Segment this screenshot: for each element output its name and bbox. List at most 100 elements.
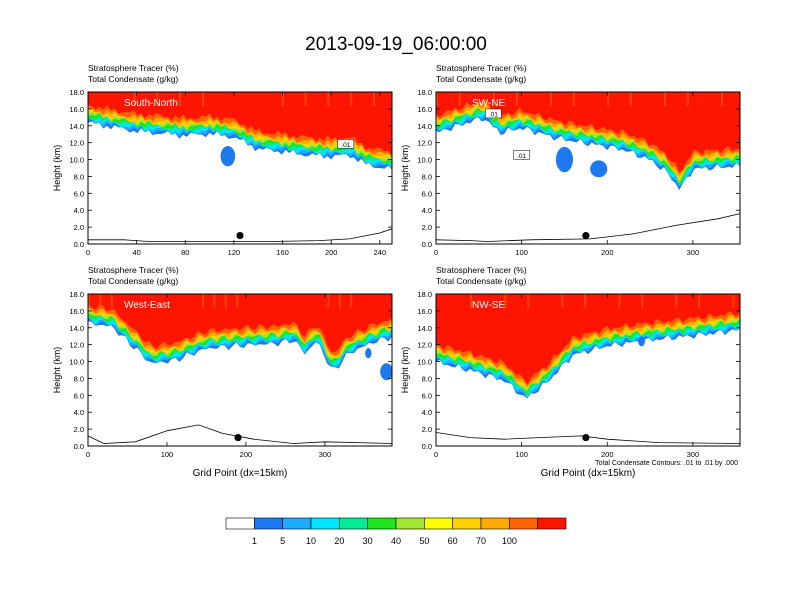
tracer-streak <box>618 294 621 308</box>
y-tick-label: 4.0 <box>74 408 84 417</box>
panel-frame <box>435 91 741 245</box>
contour-footnote: Total Condensate Contours: .01 to .01 by… <box>595 460 738 467</box>
tracer-streak <box>350 92 353 106</box>
x-tick-label: 200 <box>601 248 614 257</box>
y-tick-label: 12.0 <box>417 341 432 350</box>
colorbar-label: 100 <box>502 536 517 546</box>
contour-label-box <box>337 139 355 149</box>
tracer-streak <box>698 294 701 308</box>
colorbar-swatch <box>424 517 453 530</box>
tracer-band <box>436 294 740 385</box>
tracer-streak <box>493 92 495 106</box>
y-tick-label: 12.0 <box>69 341 84 350</box>
panel-we: West-East Stratosphere Tracer (%)Total Co… <box>52 265 393 479</box>
contour-label-text: .01 <box>489 111 498 118</box>
plot-area <box>436 294 740 444</box>
tracer-streak <box>527 294 530 308</box>
tracer-streak <box>470 294 473 308</box>
tracer-band <box>88 294 392 353</box>
y-tick-label: 8.0 <box>74 374 84 383</box>
y-tick-label: 10.0 <box>69 156 84 165</box>
y-tick-label: 2.0 <box>422 223 432 232</box>
tracer-streak <box>504 294 507 308</box>
colorbar-swatch <box>509 517 538 530</box>
contour-label-text: .01 <box>341 142 350 149</box>
y-tick-label: 10.0 <box>417 358 432 367</box>
y-tick-label: 6.0 <box>422 391 432 400</box>
colorbar-label: 5 <box>280 536 285 546</box>
colorbar-swatch <box>480 517 510 530</box>
x-tick-label: 0 <box>434 450 438 459</box>
colorbar-swatch <box>282 517 312 530</box>
y-tick-label: 4.0 <box>422 206 432 215</box>
tracer-streak <box>561 294 564 308</box>
colorbar-swatch <box>339 517 368 530</box>
x-tick-label: 100 <box>515 450 528 459</box>
y-tick-label: 18.0 <box>69 290 84 299</box>
y-tick-label: 16.0 <box>417 307 432 316</box>
y-tick-label: 0.0 <box>422 442 432 451</box>
panel-title-line1: Stratosphere Tracer (%) <box>88 63 179 73</box>
tracer-streak <box>607 92 609 106</box>
panel-frame <box>87 91 393 245</box>
panel-frame <box>435 293 741 447</box>
tracer-streak <box>327 294 330 308</box>
contour-label: .01 <box>337 139 355 149</box>
y-tick-label: 14.0 <box>69 324 84 333</box>
tracer-streak <box>224 294 227 308</box>
tracer-streak <box>664 92 666 106</box>
y-tick-label: 16.0 <box>69 105 84 114</box>
colorbar: 1 5 10 20 30 40 50 60 70 100 <box>225 517 567 546</box>
contour-label: .01 <box>513 150 530 160</box>
panel-label: West-East <box>124 300 170 311</box>
y-tick-label: 6.0 <box>74 391 84 400</box>
y-tick-label: 4.0 <box>74 206 84 215</box>
colorbar-swatch <box>452 517 482 530</box>
y-tick-label: 18.0 <box>417 290 432 299</box>
location-marker <box>236 231 244 240</box>
panel-title-line2: Total Condensate (g/kg) <box>436 276 526 286</box>
tracer-blob <box>555 146 574 173</box>
x-tick-label: 240 <box>374 248 387 257</box>
tracer-streak <box>436 92 438 106</box>
colorbar-swatch <box>254 517 283 530</box>
x-tick-label: 0 <box>434 248 438 257</box>
colorbar-label: 20 <box>334 536 344 546</box>
panel-title-line2: Total Condensate (g/kg) <box>88 74 178 84</box>
panel-swne: .01 .01 SW-NE Stratosphere Tracer (%)Total … <box>400 63 741 257</box>
colorbar-label: 30 <box>363 536 373 546</box>
colorbar-swatch <box>367 517 397 530</box>
tracer-streak <box>641 294 644 308</box>
panel-title-line1: Stratosphere Tracer (%) <box>436 265 527 275</box>
y-tick-label: 2.0 <box>74 223 84 232</box>
terrain-line <box>88 228 392 242</box>
y-axis-label: Height (km) <box>400 347 410 394</box>
panel-label: South-North <box>124 98 178 109</box>
y-tick-label: 10.0 <box>417 156 432 165</box>
x-axis-label: Grid Point (dx=15km) <box>193 468 288 479</box>
x-tick-label: 80 <box>181 248 189 257</box>
x-tick-label: 200 <box>240 450 253 459</box>
y-axis-label: Height (km) <box>400 145 410 192</box>
y-tick-label: 8.0 <box>422 374 432 383</box>
tracer-streak <box>732 294 735 308</box>
y-axis-label: Height (km) <box>52 347 62 394</box>
tracer-streak <box>584 294 587 308</box>
x-tick-label: 200 <box>601 450 614 459</box>
panel-label: NW-SE <box>472 300 505 311</box>
panel-title-line2: Total Condensate (g/kg) <box>88 276 178 286</box>
y-tick-label: 12.0 <box>417 139 432 148</box>
x-tick-label: 0 <box>86 248 90 257</box>
panel-label: SW-NE <box>472 98 505 109</box>
terrain-line <box>436 432 740 444</box>
colorbar-swatch <box>310 517 340 530</box>
x-axis-label: Grid Point (dx=15km) <box>541 468 636 479</box>
tracer-blob <box>365 348 372 359</box>
plot-area: .01 <box>88 92 392 242</box>
tracer-streak <box>156 92 159 106</box>
x-tick-label: 40 <box>132 248 140 257</box>
contour-label-box <box>513 150 530 160</box>
y-tick-label: 10.0 <box>69 358 84 367</box>
colorbar-label: 60 <box>448 536 458 546</box>
